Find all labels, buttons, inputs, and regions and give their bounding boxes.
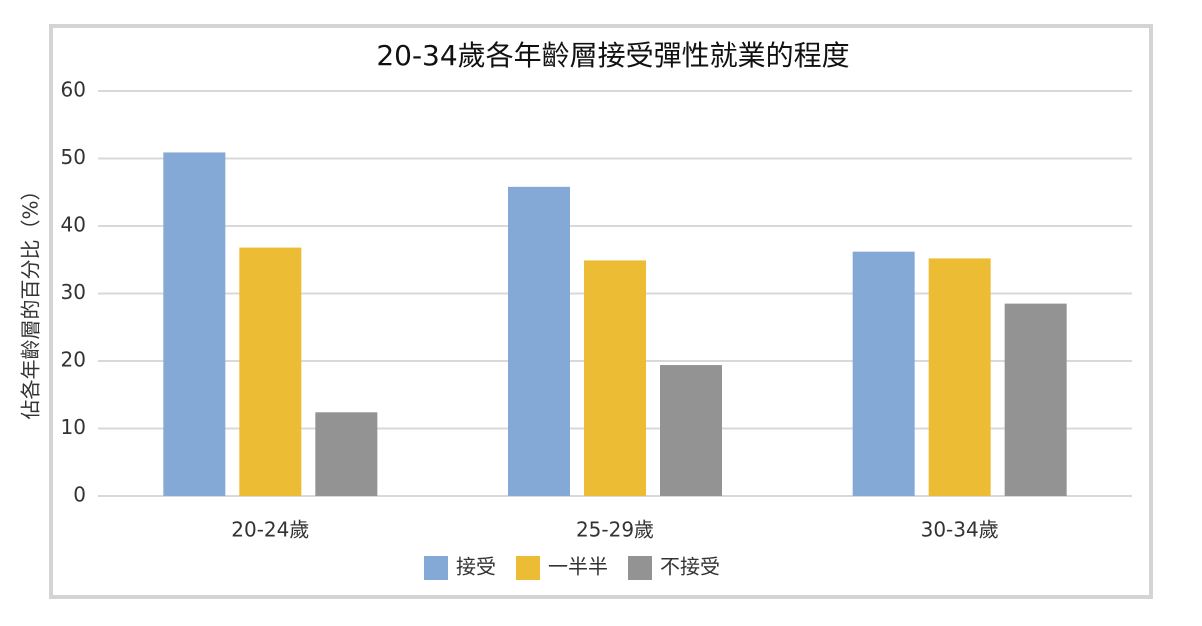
- x-tick-label: 30-34歲: [921, 518, 999, 542]
- y-tick-label: 0: [73, 483, 86, 507]
- bar: [660, 365, 722, 496]
- y-tick-label: 30: [61, 280, 86, 304]
- y-tick-label: 60: [61, 78, 86, 102]
- y-tick-label: 10: [61, 415, 86, 439]
- bar: [928, 258, 991, 496]
- bar: [852, 251, 915, 496]
- y-tick-label: 50: [61, 145, 86, 169]
- legend-swatch: [628, 556, 652, 580]
- bar: [584, 260, 646, 496]
- legend-swatch: [424, 556, 448, 580]
- y-tick-label: 40: [61, 213, 86, 237]
- legend-swatch: [516, 556, 540, 580]
- bar: [1004, 303, 1067, 496]
- bar: [163, 152, 226, 497]
- x-tick-label: 25-29歲: [576, 518, 654, 542]
- legend-label: 一半半: [548, 555, 608, 579]
- chart-title: 20-34歲各年齡層接受彈性就業的程度: [376, 39, 849, 72]
- y-tick-label: 20: [61, 348, 86, 372]
- legend-label: 接受: [456, 555, 496, 579]
- y-axis-label: 佔各年齡層的百分比（%）: [19, 180, 43, 419]
- x-tick-label: 20-24歲: [231, 518, 309, 542]
- bar: [315, 412, 378, 496]
- bar: [239, 247, 302, 496]
- legend-label: 不接受: [660, 555, 720, 579]
- bar: [508, 186, 570, 496]
